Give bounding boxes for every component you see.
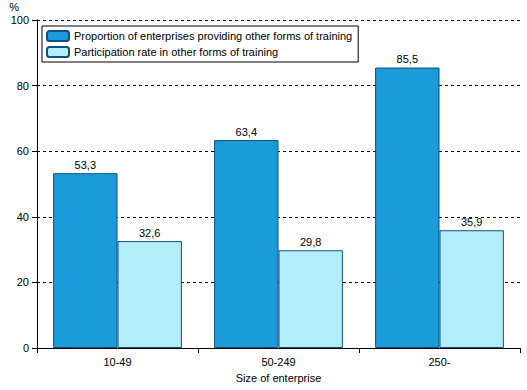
svg-text:80: 80: [17, 80, 29, 92]
svg-text:Participation rate in other fo: Participation rate in other forms of tra…: [74, 46, 278, 58]
svg-text:29,8: 29,8: [300, 236, 321, 248]
svg-text:20: 20: [17, 276, 29, 288]
svg-text:35,9: 35,9: [461, 216, 482, 228]
svg-text:10-49: 10-49: [103, 356, 131, 368]
svg-text:53,3: 53,3: [75, 159, 96, 171]
svg-text:63,4: 63,4: [236, 126, 257, 138]
svg-text:Size of enterprise: Size of enterprise: [236, 372, 322, 384]
svg-text:32,6: 32,6: [139, 227, 160, 239]
svg-text:50-249: 50-249: [261, 356, 295, 368]
svg-text:250-: 250-: [428, 356, 450, 368]
svg-text:%: %: [9, 1, 19, 13]
svg-text:40: 40: [17, 211, 29, 223]
svg-text:85,5: 85,5: [397, 53, 418, 65]
svg-text:100: 100: [11, 14, 29, 26]
svg-text:0: 0: [23, 342, 29, 354]
svg-text:60: 60: [17, 145, 29, 157]
svg-text:Proportion of enterprises prov: Proportion of enterprises providing othe…: [74, 30, 352, 42]
